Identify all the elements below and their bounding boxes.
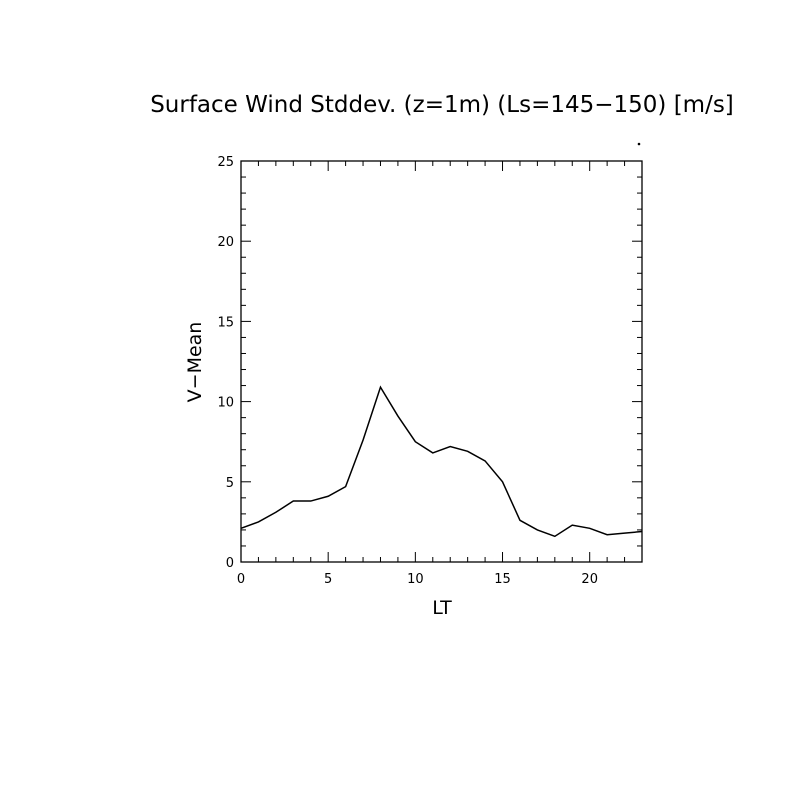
series-line <box>240 385 643 538</box>
axis-ticks <box>240 160 643 563</box>
y-tick-label: 25 <box>217 155 234 170</box>
x-tick-label: 5 <box>324 572 332 587</box>
y-axis-label: V−Mean <box>184 322 206 403</box>
plot-frame <box>240 160 643 563</box>
y-tick-label: 20 <box>217 235 234 250</box>
x-axis-label: LT <box>432 597 452 619</box>
x-tick-label: 0 <box>237 572 245 587</box>
y-tick-label: 10 <box>217 396 234 411</box>
y-tick-label: 15 <box>217 315 234 330</box>
tick-labels: 0 5 10 15 20 0 5 10 15 20 25 <box>217 155 598 587</box>
y-tick-label: 0 <box>226 556 234 571</box>
corner-dot <box>637 142 641 146</box>
y-tick-label: 5 <box>226 476 234 491</box>
chart-title: Surface Wind Stddev. (z=1m) (Ls=145−150)… <box>150 92 734 118</box>
x-tick-label: 15 <box>494 572 511 587</box>
x-tick-label: 10 <box>407 572 424 587</box>
plot-area: 0 5 10 15 20 0 5 10 15 20 25 <box>217 155 643 587</box>
x-tick-label: 20 <box>581 572 598 587</box>
